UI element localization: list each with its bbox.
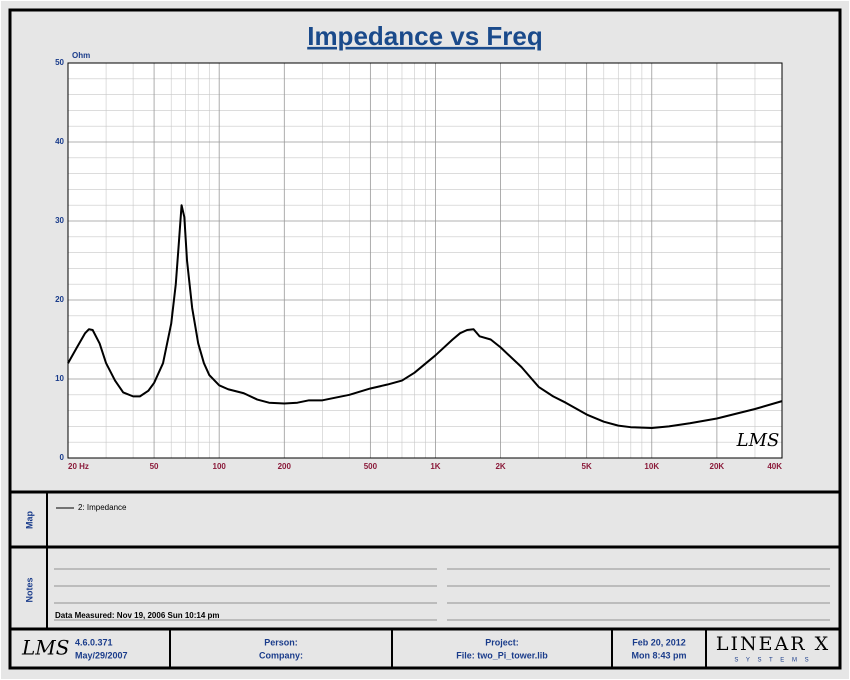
- x-tick-label: 50: [150, 462, 159, 471]
- legend-label: 2: Impedance: [78, 503, 127, 512]
- map-label: Map: [24, 510, 34, 529]
- date: Feb 20, 2012: [632, 637, 686, 647]
- x-tick-label: 100: [213, 462, 227, 471]
- y-tick-label: 30: [55, 216, 64, 225]
- project: Project:: [485, 637, 519, 647]
- plot: 0 10 20 30 40 50 20 Hz 50 100 200 500 1K 2K 5K 10K 20K 4…: [55, 58, 783, 471]
- x-tick-label: 20 Hz: [68, 462, 89, 471]
- plot-area: [67, 62, 783, 459]
- chart-title: Impedance vs Freq: [307, 21, 543, 51]
- version-date: May/29/2007: [75, 650, 128, 660]
- notes-label: Notes: [24, 577, 34, 602]
- time: Mon 8:43 pm: [631, 650, 686, 660]
- x-tick-label: 20K: [710, 462, 725, 471]
- y-tick-label: 40: [55, 137, 64, 146]
- x-tick-label: 5K: [582, 462, 592, 471]
- y-tick-label: 0: [60, 453, 65, 462]
- y-unit: Ohm: [72, 51, 90, 60]
- footer-logo: LMS: [21, 636, 69, 660]
- brand: LINEAR X: [716, 633, 830, 655]
- file: File: two_Pi_tower.lib: [456, 650, 548, 660]
- x-tick-label: 10K: [644, 462, 659, 471]
- watermark: LMS: [736, 430, 780, 451]
- impedance-curve: [67, 204, 783, 429]
- y-tick-label: 20: [55, 295, 64, 304]
- company: Company:: [259, 650, 303, 660]
- brand-sub: S Y S T E M S: [734, 658, 811, 664]
- notes-measured: Data Measured: Nov 19, 2006 Sun 10:14 pm: [55, 611, 220, 620]
- x-tick-label: 500: [364, 462, 378, 471]
- note-lines: [54, 568, 830, 621]
- plot-border: [67, 62, 783, 459]
- x-tick-label: 40K: [767, 462, 782, 471]
- frame: [8, 8, 842, 670]
- person: Person:: [264, 637, 298, 647]
- footer-dividers: [169, 629, 707, 668]
- version: 4.6.0.371: [75, 637, 113, 647]
- x-tick-label: 1K: [430, 462, 440, 471]
- y-tick-label: 50: [55, 58, 64, 67]
- y-tick-label: 10: [55, 374, 64, 383]
- x-tick-label: 200: [278, 462, 292, 471]
- x-tick-label: 2K: [495, 462, 505, 471]
